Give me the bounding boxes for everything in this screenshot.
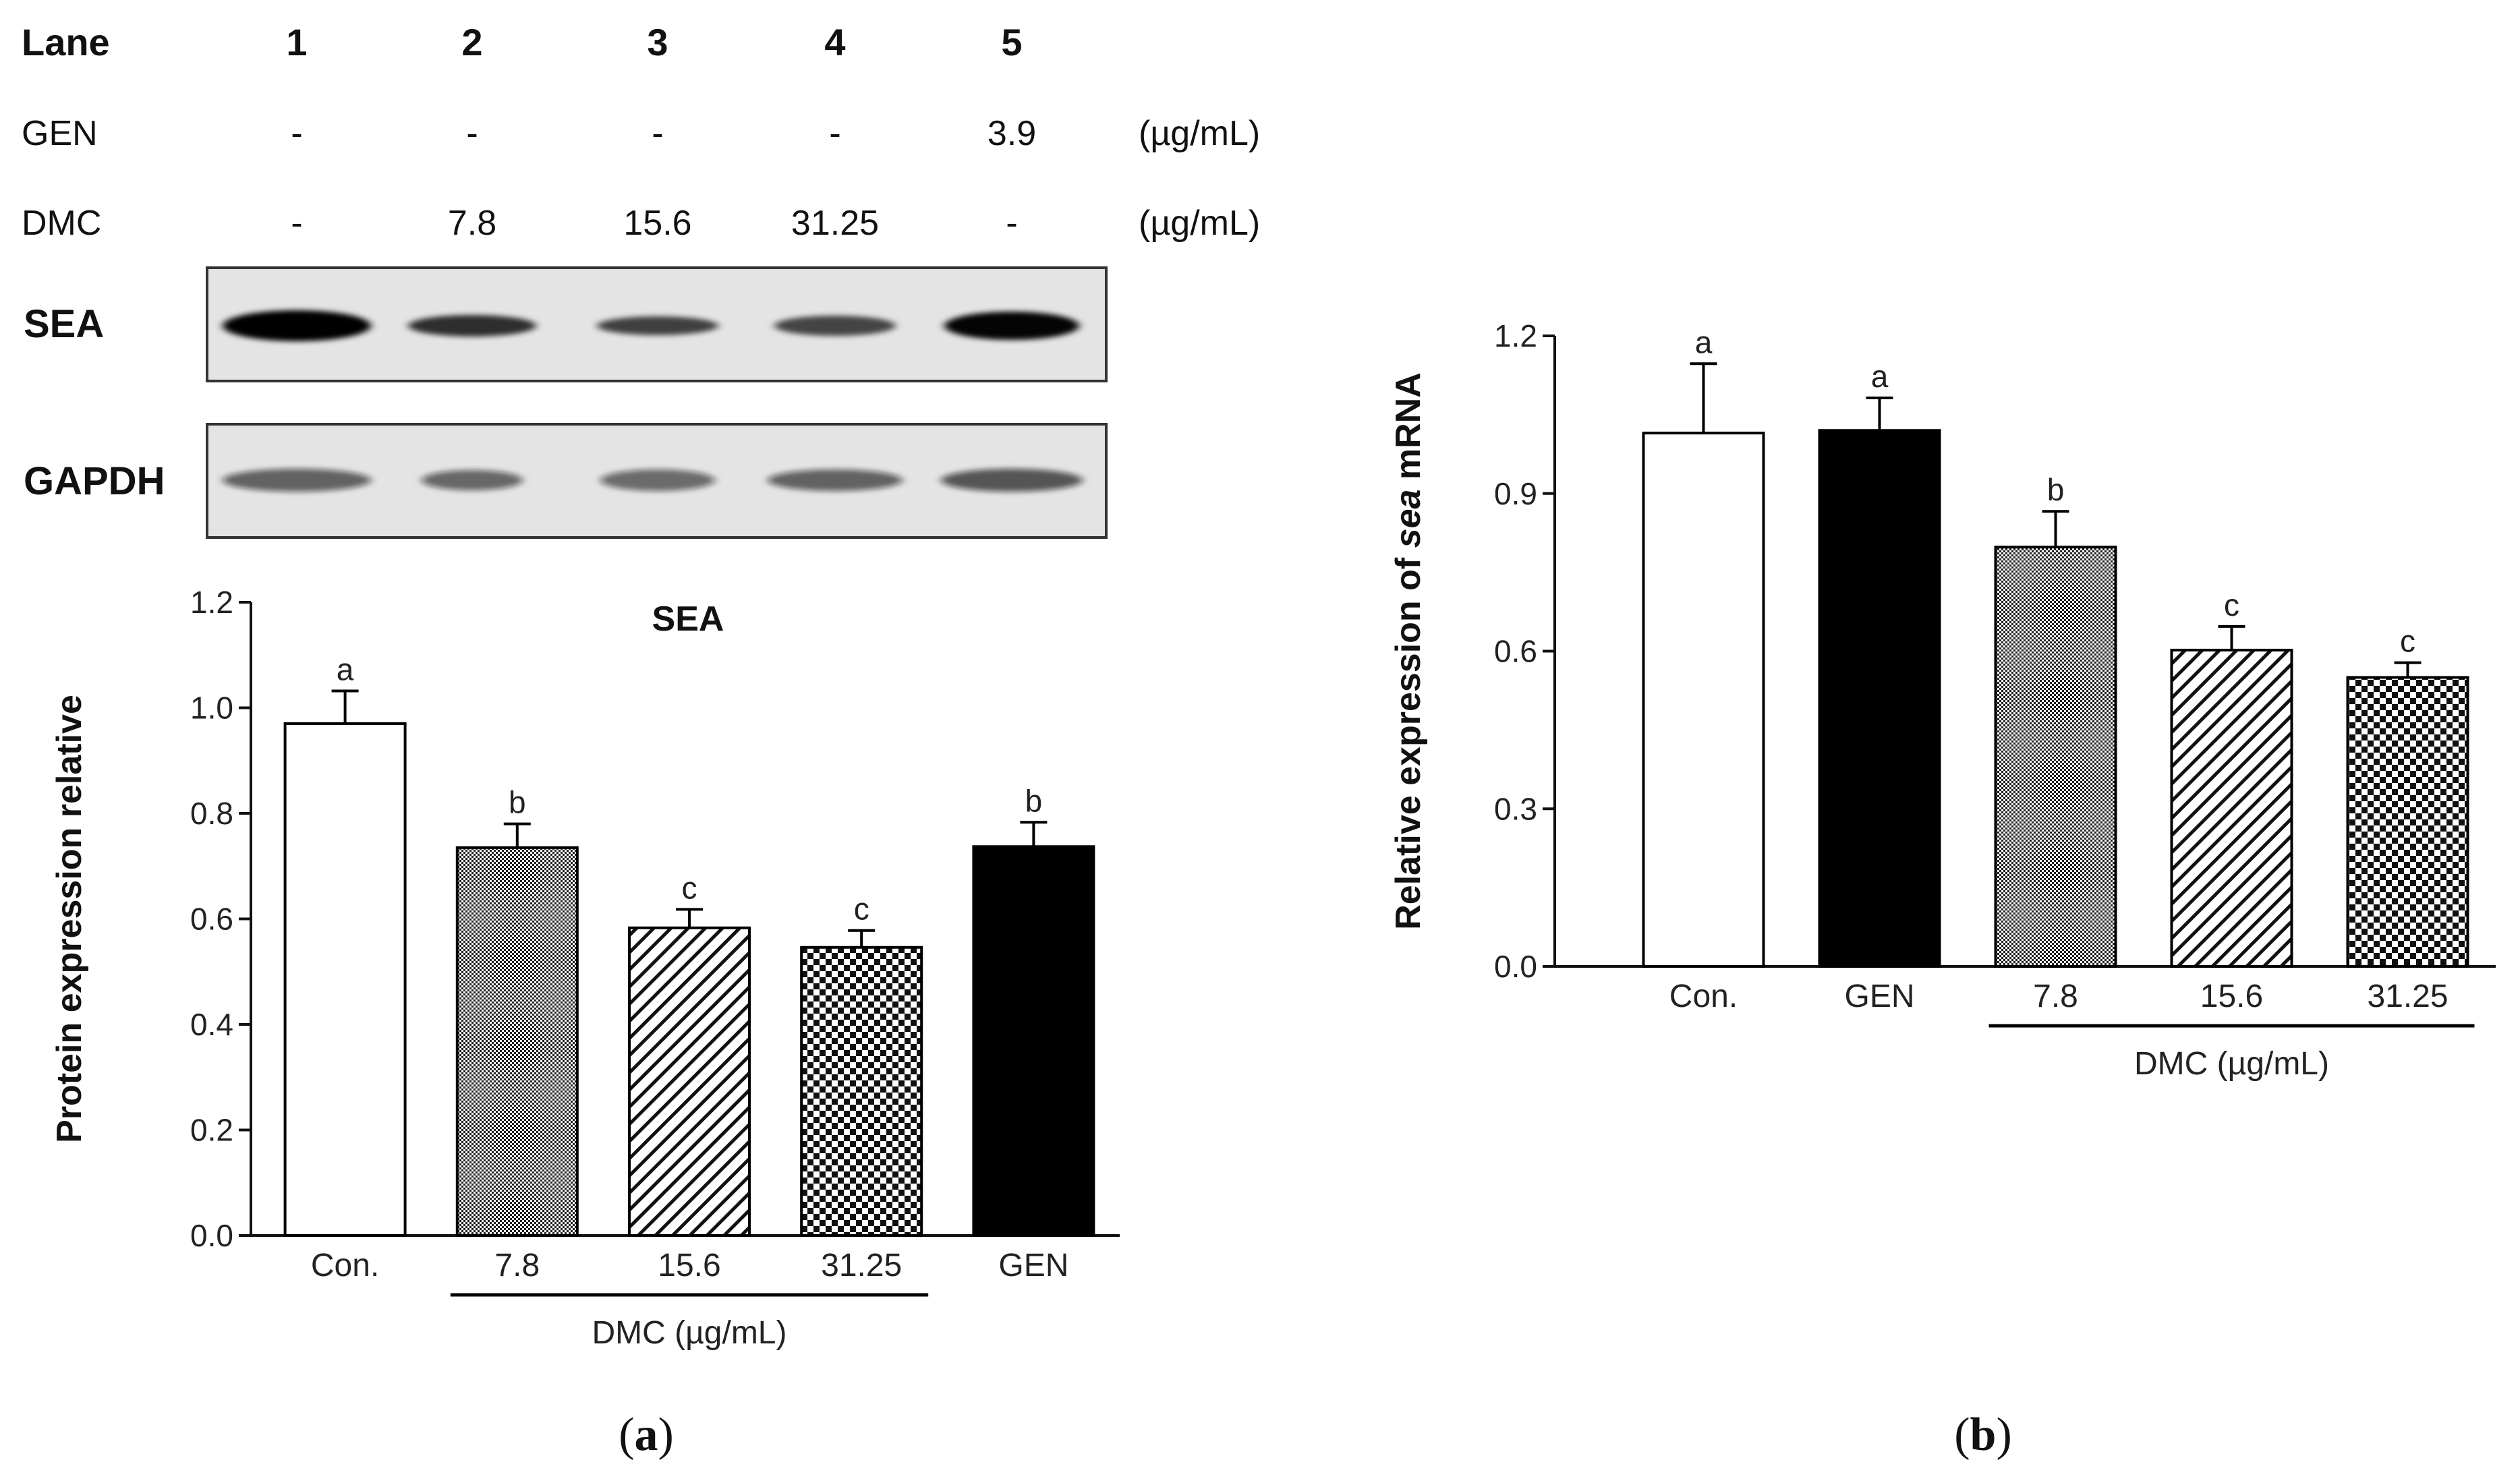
x-tick-label: 15.6 — [658, 1248, 720, 1283]
table-cell: - — [466, 114, 478, 153]
significance-letter: c — [682, 870, 697, 905]
table-row-label: Lane — [22, 21, 110, 63]
table-cell: 4 — [824, 21, 845, 63]
blot-band — [408, 315, 536, 337]
significance-letter: a — [337, 651, 354, 687]
blot-band — [223, 469, 371, 492]
group-label: DMC (µg/mL) — [592, 1315, 787, 1351]
significance-letter: c — [2224, 587, 2239, 622]
table-row-label: GEN — [22, 114, 98, 153]
blot-band — [422, 470, 523, 490]
bar — [455, 846, 579, 1238]
blot-band — [600, 469, 715, 491]
blot-band — [944, 312, 1079, 340]
x-tick-label: 7.8 — [2033, 979, 2078, 1014]
significance-letter: c — [2400, 624, 2415, 659]
blot-band — [774, 316, 896, 336]
y-tick-label: 0.3 — [1494, 791, 1537, 826]
mrna-expression-chart: 0.0 0.3 0.6 0.9 1.2 a Con. a GEN b 7.8 c 15.6 c 31.25 D… — [1389, 318, 2496, 1082]
x-tick-label: Con. — [1669, 979, 1738, 1014]
x-tick-label: 7.8 — [494, 1248, 540, 1283]
y-tick-label: 0.6 — [190, 902, 233, 937]
y-tick-label: 1.2 — [190, 585, 233, 620]
table-cell: - — [291, 114, 302, 153]
protein-expression-chart: 0.0 0.2 0.4 0.6 0.8 1.0 1.2 a Con. b 7.8 c 15.6 c 31.2… — [50, 585, 1120, 1351]
y-tick-label: 0.8 — [190, 796, 233, 831]
significance-letter: a — [1695, 324, 1713, 359]
y-tick-label: 0.4 — [190, 1007, 233, 1042]
table-cell: 5 — [1001, 21, 1022, 63]
table-row-unit: (µg/mL) — [1139, 204, 1260, 243]
table-cell: 15.6 — [623, 204, 691, 243]
bar — [283, 722, 407, 1237]
chart-title: SEA — [652, 600, 724, 639]
lane-treatment-table: Lane 1 2 3 4 5 GEN - - - - 3.9 (µg/mL) DMC - 7.8 15.6 31.… — [22, 21, 1260, 243]
table-cell: 7.8 — [448, 204, 496, 243]
table-cell: - — [291, 204, 302, 243]
x-tick-label: 31.25 — [2367, 979, 2448, 1014]
significance-letter: c — [854, 892, 869, 927]
bar — [800, 946, 923, 1237]
blot-band — [768, 469, 903, 491]
table-row-label: DMC — [22, 204, 101, 243]
y-tick-label: 1.0 — [190, 691, 233, 726]
table-cell: - — [1006, 204, 1017, 243]
blot-band — [597, 316, 718, 335]
bar — [972, 845, 1095, 1237]
y-tick-label: 0.9 — [1494, 476, 1537, 511]
table-cell: 3 — [647, 21, 668, 63]
table-cell: - — [829, 114, 840, 153]
x-tick-label: GEN — [998, 1248, 1068, 1283]
significance-letter: b — [509, 785, 526, 820]
table-row-unit: (µg/mL) — [1139, 114, 1260, 153]
bar — [1818, 429, 1941, 968]
y-axis-label: Relative expression of sea mRNA — [1389, 372, 1428, 930]
bar — [2346, 676, 2469, 968]
table-cell: - — [652, 114, 663, 153]
x-tick-label: Con. — [311, 1248, 379, 1283]
bar — [1994, 546, 2117, 968]
table-cell: 3.9 — [987, 114, 1036, 153]
bar — [628, 926, 751, 1237]
group-label: DMC (µg/mL) — [2134, 1046, 2329, 1082]
bar — [1642, 432, 1765, 968]
bar — [2170, 648, 2293, 968]
blot-band — [941, 469, 1083, 492]
table-cell: 31.25 — [791, 204, 879, 243]
x-tick-label: 15.6 — [2200, 979, 2263, 1014]
significance-letter: b — [1025, 783, 1043, 818]
blot-label-sea: SEA — [24, 302, 104, 346]
y-tick-label: 1.2 — [1494, 318, 1537, 353]
y-tick-label: 0.2 — [190, 1113, 233, 1148]
y-tick-label: 0.6 — [1494, 634, 1537, 669]
panel-label-b: (b) — [1954, 1409, 2012, 1461]
table-cell: 1 — [286, 21, 307, 63]
y-tick-label: 0.0 — [1494, 949, 1537, 984]
western-blot-gapdh: GAPDH — [24, 423, 1108, 539]
table-cell: 2 — [461, 21, 482, 63]
blot-band — [223, 310, 371, 341]
y-axis-label: Protein expression relative — [50, 695, 89, 1143]
significance-letter: a — [1871, 359, 1889, 394]
y-tick-label: 0.0 — [190, 1218, 233, 1253]
x-tick-label: GEN — [1844, 979, 1914, 1014]
blot-label-gapdh: GAPDH — [24, 459, 165, 503]
x-tick-label: 31.25 — [821, 1248, 902, 1283]
western-blot-sea: SEA — [24, 266, 1108, 382]
panel-label-a: (a) — [619, 1409, 674, 1461]
significance-letter: b — [2047, 472, 2065, 507]
